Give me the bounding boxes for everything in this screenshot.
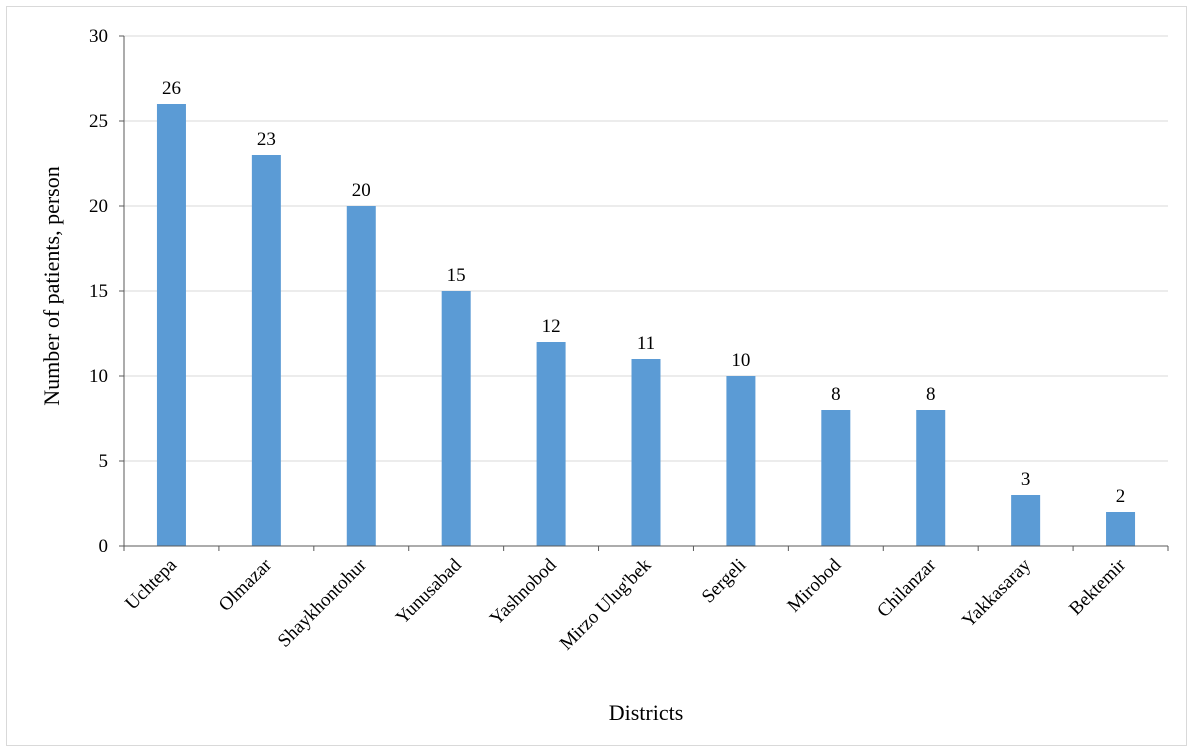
y-tick-label: 15: [89, 281, 108, 302]
chart-frame: 0 5 10 15 20 25 30 26 23 20 15 12 11 10 8 8 3 2 Uchtepa O…: [6, 6, 1187, 746]
data-label: 11: [637, 333, 655, 354]
data-label: 26: [162, 78, 181, 99]
x-category-label: Uchtepa: [121, 554, 181, 614]
data-label: 20: [352, 180, 371, 201]
x-category-label: Yashnobod: [486, 554, 561, 629]
y-tick-label: 5: [99, 451, 109, 472]
bar: [821, 410, 851, 546]
data-label: 8: [926, 384, 936, 405]
bar: [346, 206, 376, 546]
bar: [441, 291, 471, 546]
y-tick-label: 30: [89, 26, 108, 47]
bar: [536, 342, 566, 546]
y-axis-ticks: 0 5 10 15 20 25 30: [89, 26, 124, 557]
gridlines: [124, 35, 1168, 462]
y-tick-label: 25: [89, 111, 108, 132]
data-labels: 26 23 20 15 12 11 10 8 8 3 2: [162, 78, 1125, 507]
y-tick-label: 20: [89, 196, 108, 217]
bar: [156, 104, 186, 546]
axes: [123, 36, 1169, 551]
bar-chart: 0 5 10 15 20 25 30 26 23 20 15 12 11 10 8 8 3 2 Uchtepa O…: [39, 26, 1169, 725]
bar: [1106, 512, 1136, 546]
x-category-label: Chilanzar: [873, 554, 941, 622]
x-category-label: Shaykhontohur: [274, 554, 371, 651]
data-label: 3: [1021, 469, 1031, 490]
x-category-label: Yunusabad: [392, 554, 466, 628]
data-label: 8: [831, 384, 841, 405]
bar: [916, 410, 946, 546]
x-category-label: Mirobod: [783, 554, 845, 616]
y-tick-label: 0: [99, 536, 109, 557]
data-label: 15: [447, 265, 466, 286]
y-axis-title: Number of patients, person: [39, 166, 64, 406]
x-axis-title: Districts: [609, 700, 684, 725]
bar: [631, 359, 661, 546]
data-label: 10: [731, 350, 750, 371]
x-category-label: Olmazar: [215, 554, 277, 616]
bar: [1011, 495, 1041, 546]
x-category-label: Yakkasaray: [958, 554, 1035, 631]
y-tick-label: 10: [89, 366, 108, 387]
x-category-label: Bektemir: [1065, 554, 1130, 619]
x-category-label: Sergeli: [698, 555, 751, 608]
bar: [726, 376, 756, 546]
data-label: 2: [1116, 486, 1126, 507]
data-label: 12: [542, 316, 561, 337]
bar: [251, 155, 281, 546]
bars: [156, 104, 1136, 546]
x-category-label: Mirzo Ulug'bek: [556, 554, 656, 654]
data-label: 23: [257, 129, 276, 150]
